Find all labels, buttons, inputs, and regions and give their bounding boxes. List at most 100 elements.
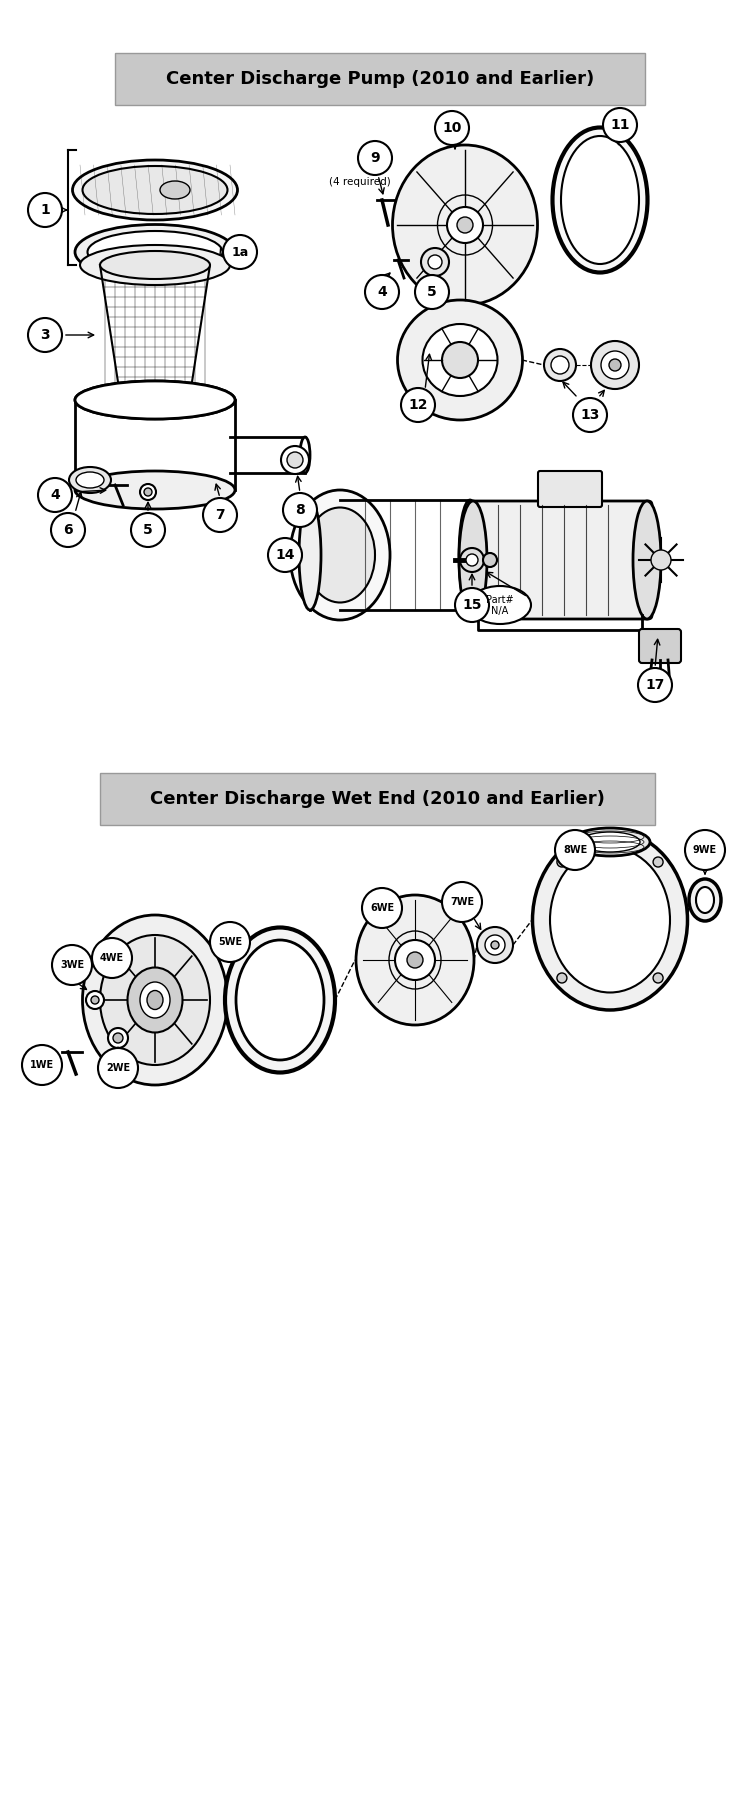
Circle shape [92,938,132,977]
Ellipse shape [633,500,661,619]
Circle shape [38,479,72,511]
Ellipse shape [87,230,223,274]
Circle shape [491,941,499,949]
Circle shape [283,493,317,527]
Circle shape [457,218,473,232]
Ellipse shape [72,160,238,220]
Text: (4 required): (4 required) [329,176,391,187]
Circle shape [395,940,435,979]
Text: 13: 13 [581,409,599,421]
Circle shape [555,830,595,869]
Ellipse shape [696,887,714,913]
Circle shape [653,974,663,983]
Circle shape [415,275,449,310]
Ellipse shape [83,166,228,214]
Circle shape [86,992,104,1010]
Circle shape [401,389,435,421]
Text: 4WE: 4WE [100,952,124,963]
Circle shape [460,547,484,572]
Circle shape [203,499,237,533]
Circle shape [287,452,303,468]
Circle shape [603,108,637,142]
Ellipse shape [305,508,375,603]
Ellipse shape [299,500,321,610]
Text: 11: 11 [611,119,629,131]
Ellipse shape [236,940,324,1060]
Ellipse shape [128,968,183,1033]
Circle shape [435,112,469,146]
Ellipse shape [570,828,650,857]
Text: 1: 1 [40,203,50,218]
Text: 3WE: 3WE [60,959,84,970]
Ellipse shape [76,472,104,488]
Ellipse shape [393,146,538,304]
Ellipse shape [423,324,498,396]
Ellipse shape [147,990,163,1010]
Circle shape [113,1033,123,1042]
Text: 4: 4 [50,488,60,502]
Circle shape [144,488,152,497]
Circle shape [442,342,478,378]
Circle shape [91,995,99,1004]
Text: 7: 7 [215,508,225,522]
Ellipse shape [225,927,335,1073]
FancyBboxPatch shape [469,500,652,619]
Text: 5WE: 5WE [218,938,242,947]
Ellipse shape [689,878,721,922]
Text: 3: 3 [40,328,50,342]
Text: 15: 15 [462,598,482,612]
Text: 14: 14 [275,547,295,562]
Text: 8WE: 8WE [563,844,587,855]
Circle shape [428,256,442,268]
Text: 6WE: 6WE [370,904,394,913]
Ellipse shape [100,250,210,279]
Circle shape [358,140,392,175]
Text: N/A: N/A [491,607,508,616]
Circle shape [281,446,309,473]
Circle shape [455,589,489,623]
Ellipse shape [75,225,235,279]
FancyBboxPatch shape [538,472,602,508]
Circle shape [362,887,402,929]
Ellipse shape [459,500,481,610]
Text: 8: 8 [295,502,305,517]
Circle shape [651,551,671,571]
Ellipse shape [561,137,639,265]
Ellipse shape [532,830,687,1010]
Text: 7WE: 7WE [450,896,474,907]
Ellipse shape [83,914,228,1085]
Ellipse shape [75,472,235,509]
Circle shape [685,830,725,869]
Circle shape [28,193,62,227]
Circle shape [365,275,399,310]
Circle shape [557,974,567,983]
Circle shape [442,882,482,922]
Text: 1WE: 1WE [30,1060,54,1069]
FancyBboxPatch shape [115,52,645,104]
Ellipse shape [469,587,531,625]
Circle shape [483,553,497,567]
Text: 5: 5 [143,524,153,536]
Ellipse shape [80,245,230,284]
Circle shape [421,248,449,275]
Text: Center Discharge Wet End (2010 and Earlier): Center Discharge Wet End (2010 and Earli… [150,790,605,808]
Ellipse shape [69,466,111,493]
FancyBboxPatch shape [100,772,655,824]
Circle shape [223,236,257,268]
Circle shape [447,207,483,243]
Circle shape [601,351,629,380]
Circle shape [52,945,92,985]
Ellipse shape [356,895,474,1024]
Circle shape [22,1046,62,1085]
Circle shape [28,319,62,353]
Circle shape [210,922,250,961]
Ellipse shape [290,490,390,619]
Circle shape [477,927,513,963]
Circle shape [609,358,621,371]
Circle shape [485,934,505,956]
Ellipse shape [120,385,190,403]
Text: Center Discharge Pump (2010 and Earlier): Center Discharge Pump (2010 and Earlier) [166,70,594,88]
Circle shape [268,538,302,572]
Circle shape [131,513,165,547]
Text: 4: 4 [377,284,387,299]
